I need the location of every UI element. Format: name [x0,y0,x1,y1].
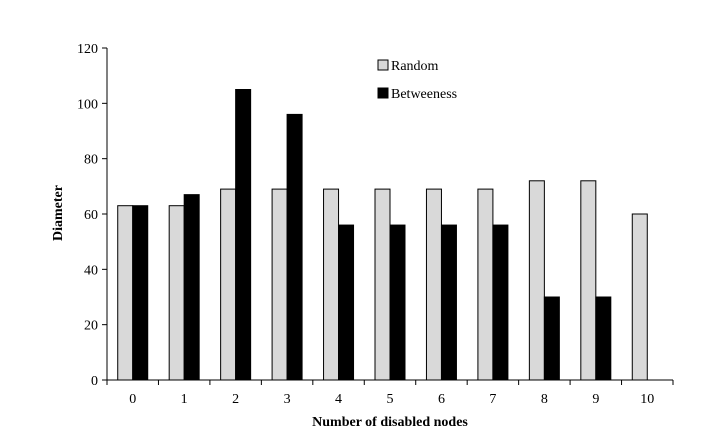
legend: Random Betweeness [377,59,457,102]
bar-betweeness-4 [338,224,355,381]
bar-random-0 [117,205,134,381]
y-tick-label: 60 [84,208,98,223]
bar-betweeness-9 [595,296,612,381]
y-axis-ticks: 0 20 40 60 80 100 120 [77,42,107,389]
bar-random-9 [580,180,597,381]
bar-betweeness-7 [492,224,509,381]
legend-label-random: Random [391,59,439,74]
y-tick-label: 100 [77,97,98,112]
x-tick-label: 2 [232,392,239,407]
y-tick-label: 80 [84,153,98,168]
y-axis-title: Diameter [51,185,66,241]
y-tick-label: 0 [91,374,98,389]
bar-betweeness-8 [543,296,560,381]
x-tick-label: 5 [387,392,394,407]
x-tick-label: 1 [181,392,188,407]
bar-random-4 [323,188,340,381]
bar-random-1 [168,205,185,381]
x-tick-label: 6 [438,392,445,407]
y-tick-label: 20 [84,319,98,334]
y-tick-label: 120 [77,42,98,57]
x-tick-label: 8 [541,392,548,407]
bar-betweeness-2 [235,89,252,381]
x-tick-label: 0 [129,392,136,407]
x-tick-label: 9 [592,392,599,407]
bar-betweeness-5 [389,224,406,381]
x-axis-ticks: 0 1 2 3 4 5 6 7 8 9 10 [106,380,674,407]
bar-betweeness-6 [440,224,457,381]
bars-layer [117,89,648,381]
bar-betweeness-0 [132,205,149,381]
legend-swatch-betweeness [377,87,389,99]
bar-betweeness-1 [183,194,200,381]
x-tick-label: 7 [489,392,496,407]
bar-random-5 [374,188,391,381]
legend-label-betweeness: Betweeness [391,87,457,102]
bar-betweeness-3 [286,113,303,381]
y-tick-label: 40 [84,263,98,278]
bar-random-10 [631,213,648,381]
x-axis-title: Number of disabled nodes [312,415,468,430]
bar-random-7 [477,188,494,381]
bar-random-3 [271,188,288,381]
bar-random-8 [528,180,545,381]
x-tick-label: 4 [335,392,342,407]
bar-random-2 [220,188,237,381]
x-tick-label: 10 [640,392,654,407]
legend-swatch-random [377,59,389,71]
x-tick-label: 3 [284,392,291,407]
bar-random-6 [425,188,442,381]
